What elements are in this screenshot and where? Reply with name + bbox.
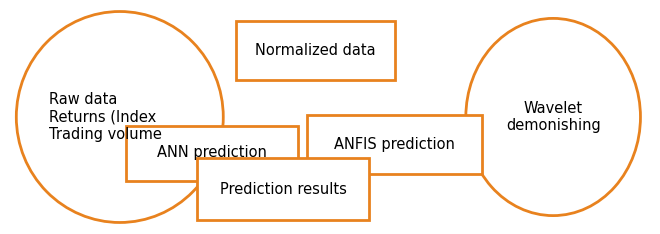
Text: Prediction results: Prediction results [220,182,347,197]
Text: Raw data
Returns (Index
Trading volume: Raw data Returns (Index Trading volume [49,92,162,142]
Text: Normalized data: Normalized data [255,43,376,58]
Bar [236,21,395,80]
Text: Wavelet
demonishing: Wavelet demonishing [506,101,601,133]
Text: ANFIS prediction: ANFIS prediction [334,137,455,152]
Bar [126,126,298,181]
Text: ANN prediction: ANN prediction [157,145,267,160]
Bar [308,115,482,174]
Bar [197,158,369,220]
